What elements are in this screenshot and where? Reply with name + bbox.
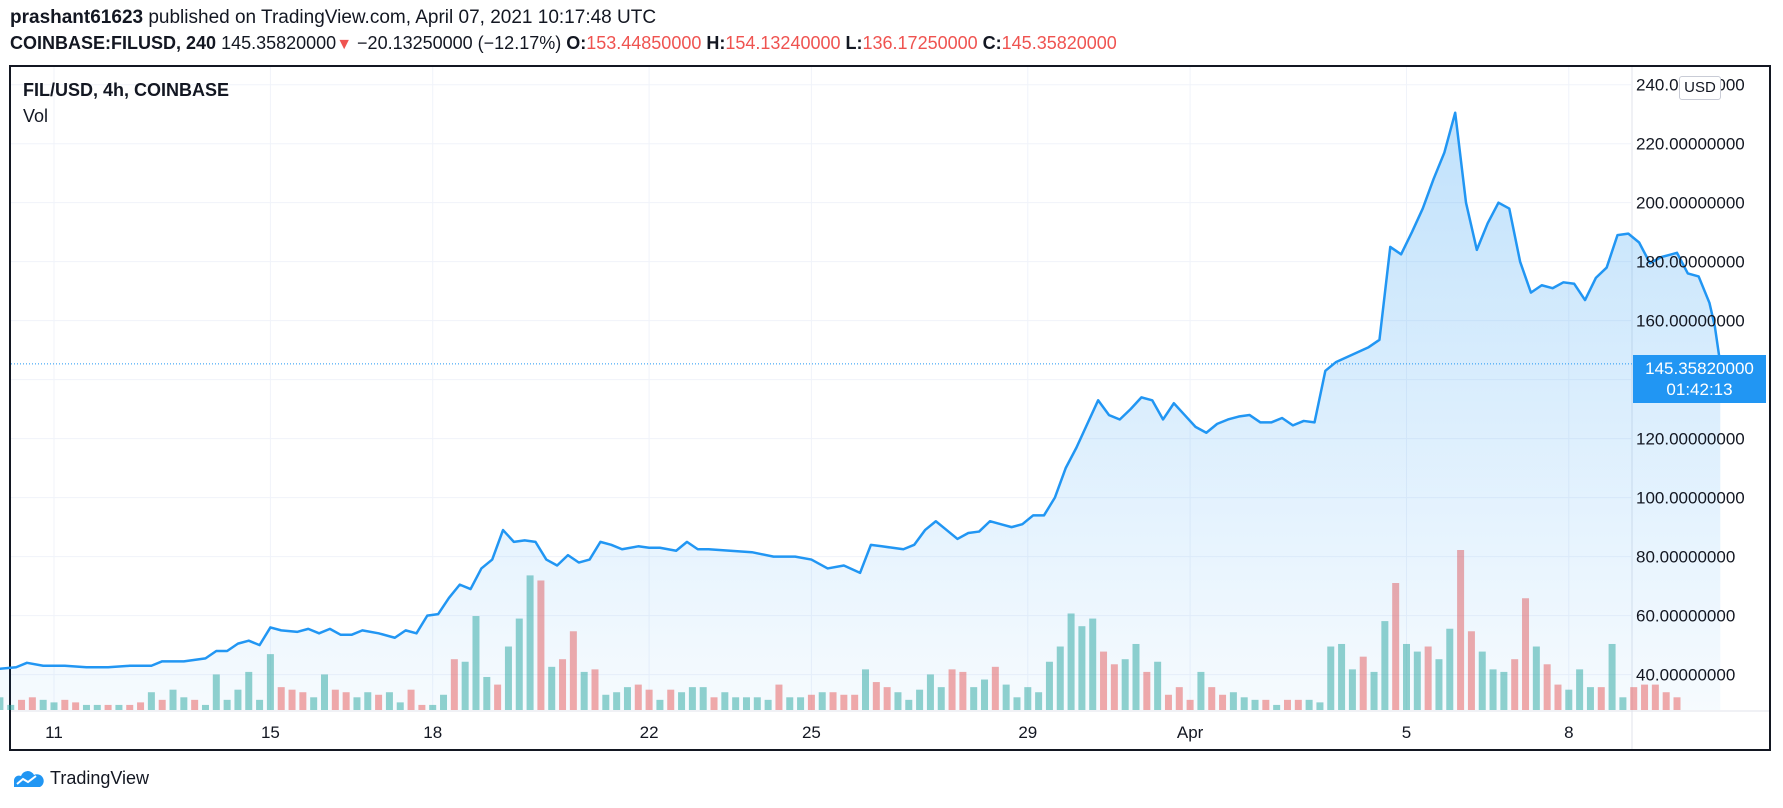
y-tick-label: 80.00000000 <box>1636 548 1735 567</box>
y-tick-label: 40.00000000 <box>1636 666 1735 685</box>
currency-button[interactable]: USD <box>1679 76 1721 100</box>
volume-legend[interactable]: Vol <box>23 106 49 126</box>
x-tick-label: Apr <box>1177 723 1204 742</box>
published-text: published on TradingView.com, April 07, … <box>148 7 657 28</box>
x-tick-label: 25 <box>802 723 821 742</box>
series-legend[interactable]: FIL/USD, 4h, COINBASE <box>23 80 230 100</box>
close-label: C: <box>982 33 1002 53</box>
x-tick-label: 22 <box>640 723 659 742</box>
publish-info: prashant61623 published on TradingView.c… <box>10 7 656 29</box>
x-tick-label: 8 <box>1564 723 1573 742</box>
low-value: 136.17250000 <box>862 33 978 53</box>
last-price: 145.35820000 <box>221 33 337 53</box>
close-value: 145.35820000 <box>1001 33 1117 53</box>
brand-name: TradingView <box>50 768 150 788</box>
x-tick-label: 15 <box>261 723 280 742</box>
y-tick-label: 100.00000000 <box>1636 489 1745 508</box>
tradingview-cloud-icon <box>13 770 44 787</box>
tradingview-brand[interactable]: TradingView <box>10 768 149 789</box>
symbol-name: COINBASE:FILUSD, 240 <box>10 33 217 53</box>
last-price-tag: 145.35820000 01:42:13 <box>1633 355 1766 403</box>
down-arrow-icon: ▼ <box>336 36 353 53</box>
y-tick-label: 120.00000000 <box>1636 430 1745 449</box>
author-name[interactable]: prashant61623 <box>10 7 144 28</box>
y-tick-label: 200.00000000 <box>1636 194 1745 213</box>
x-tick-label: 5 <box>1402 723 1411 742</box>
x-tick-label: 11 <box>45 723 63 742</box>
symbol-info: COINBASE:FILUSD, 240 145.35820000▼ −20.1… <box>10 33 1117 54</box>
price-change: −20.13250000 (−12.17%) <box>357 33 562 53</box>
y-tick-label: 60.00000000 <box>1636 607 1735 626</box>
x-tick-label: 18 <box>423 723 442 742</box>
low-label: L: <box>845 33 863 53</box>
high-label: H: <box>706 33 726 53</box>
price-area-fill <box>0 112 1721 710</box>
open-value: 153.44850000 <box>586 33 702 53</box>
open-label: O: <box>566 33 587 53</box>
price-tag-value: 145.35820000 <box>1645 359 1754 378</box>
y-tick-label: 180.00000000 <box>1636 253 1745 272</box>
price-line <box>0 111 1722 670</box>
x-tick-label: 29 <box>1018 723 1037 742</box>
y-tick-label: 220.00000000 <box>1636 135 1745 154</box>
high-value: 154.13240000 <box>725 33 841 53</box>
y-tick-label: 160.00000000 <box>1636 312 1745 331</box>
price-tag-countdown: 01:42:13 <box>1666 380 1733 399</box>
